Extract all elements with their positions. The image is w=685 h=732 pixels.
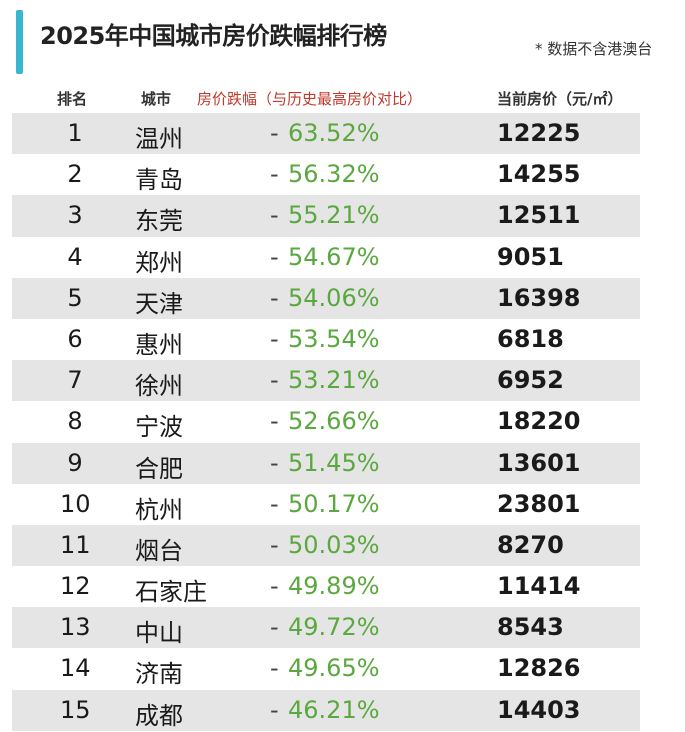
city-cell: 杭州 [135, 495, 183, 524]
rank-cell: 11 [60, 530, 91, 559]
dash-cell: - [270, 324, 279, 353]
dash-cell: - [270, 695, 279, 724]
price-cell: 14255 [497, 160, 581, 189]
table-row: 5 天津 -54.06% 16398 [12, 277, 640, 319]
header-rank: 排名 [57, 90, 88, 108]
city-cell: 青岛 [135, 166, 183, 195]
dash-cell: - [270, 119, 279, 147]
footnote: * 数据不含港澳台 [535, 40, 653, 58]
table-row: 1 温州 -63.52% 12225 [12, 113, 640, 155]
drop-cell: 49.72% [288, 613, 380, 642]
drop-cell: 49.89% [288, 572, 380, 601]
drop-cell: 52.66% [288, 407, 380, 436]
table-row: 12 石家庄 -49.89% 11414 [12, 566, 640, 607]
table-row: 7 徐州 -53.21% 6952 [12, 360, 640, 402]
price-cell: 11414 [497, 572, 581, 601]
drop-cell: 53.54% [288, 324, 380, 353]
table-row: 13 中山 -49.72% 8543 [12, 607, 640, 649]
rank-cell: 10 [60, 489, 91, 518]
price-cell: 9051 [497, 242, 564, 271]
city-cell: 济南 [135, 660, 183, 689]
city-cell: 中山 [135, 619, 183, 648]
rank-cell: 4 [67, 242, 83, 271]
dash-cell: - [270, 201, 279, 230]
table-row: 10 杭州 -50.17% 23801 [12, 484, 640, 525]
drop-cell: 51.45% [288, 448, 380, 477]
price-cell: 12225 [497, 119, 581, 147]
rank-cell: 12 [60, 572, 91, 601]
rank-cell: 2 [67, 160, 83, 189]
rank-cell: 5 [67, 283, 83, 312]
rank-cell: 15 [60, 695, 91, 724]
rank-cell: 8 [67, 407, 83, 436]
drop-cell: 54.06% [288, 283, 380, 312]
dash-cell: - [270, 572, 279, 601]
rank-cell: 6 [67, 324, 83, 353]
price-cell: 18220 [497, 407, 581, 436]
header-price: 当前房价（元/㎡） [497, 90, 623, 108]
price-cell: 6818 [497, 324, 564, 353]
dash-cell: - [270, 530, 279, 559]
price-cell: 6952 [497, 366, 564, 395]
city-cell: 合肥 [135, 454, 183, 483]
drop-cell: 56.32% [288, 160, 380, 189]
city-cell: 宁波 [135, 413, 183, 442]
drop-cell: 50.03% [288, 530, 380, 559]
table-row: 9 合肥 -51.45% 13601 [12, 442, 640, 484]
rank-cell: 1 [67, 119, 83, 147]
price-cell: 13601 [497, 448, 581, 477]
dash-cell: - [270, 407, 279, 436]
drop-cell: 53.21% [288, 366, 380, 395]
table-row: 4 郑州 -54.67% 9051 [12, 237, 640, 278]
city-cell: 温州 [135, 125, 183, 153]
page-title: 2025年中国城市房价跌幅排行榜 [40, 22, 387, 50]
dash-cell: - [270, 283, 279, 312]
city-cell: 天津 [135, 289, 183, 318]
dash-cell: - [270, 366, 279, 395]
city-cell: 惠州 [135, 330, 183, 359]
rank-cell: 9 [67, 448, 83, 477]
title-accent-bar [16, 10, 23, 74]
city-cell: 徐州 [135, 372, 183, 401]
price-cell: 16398 [497, 283, 581, 312]
drop-cell: 54.67% [288, 242, 380, 271]
rank-cell: 7 [67, 366, 83, 395]
price-cell: 12826 [497, 654, 581, 683]
city-cell: 石家庄 [135, 578, 207, 607]
dash-cell: - [270, 160, 279, 189]
table-row: 14 济南 -49.65% 12826 [12, 648, 640, 689]
city-cell: 东莞 [135, 207, 183, 236]
dash-cell: - [270, 489, 279, 518]
rank-cell: 14 [60, 654, 91, 683]
drop-cell: 63.52% [288, 119, 380, 147]
price-cell: 8270 [497, 530, 564, 559]
table-row: 11 烟台 -50.03% 8270 [12, 524, 640, 567]
rank-cell: 3 [67, 201, 83, 230]
table-row: 15 成都 -46.21% 14403 [12, 689, 640, 731]
drop-cell: 50.17% [288, 489, 380, 518]
table-row: 3 东莞 -55.21% 12511 [12, 195, 640, 237]
city-cell: 成都 [135, 701, 183, 730]
dash-cell: - [270, 654, 279, 683]
table-row: 6 惠州 -53.54% 6818 [12, 319, 640, 360]
header-drop: 房价跌幅（与历史最高房价对比） [197, 90, 423, 108]
ranking-table: 1 温州 -63.52% 12225 2 青岛 -56.32% 14255 3 东莞 -55.21%… [12, 113, 640, 731]
price-cell: 14403 [497, 695, 581, 724]
price-cell: 23801 [497, 489, 581, 518]
table-row: 8 宁波 -52.66% 18220 [12, 401, 640, 442]
dash-cell: - [270, 448, 279, 477]
city-cell: 烟台 [135, 536, 183, 565]
dash-cell: - [270, 613, 279, 642]
rank-cell: 13 [60, 613, 91, 642]
price-cell: 12511 [497, 201, 581, 230]
drop-cell: 46.21% [288, 695, 380, 724]
price-cell: 8543 [497, 613, 564, 642]
drop-cell: 49.65% [288, 654, 380, 683]
drop-cell: 55.21% [288, 201, 380, 230]
city-cell: 郑州 [135, 248, 183, 277]
table-row: 2 青岛 -56.32% 14255 [12, 154, 640, 195]
dash-cell: - [270, 242, 279, 271]
header-city: 城市 [141, 90, 172, 108]
